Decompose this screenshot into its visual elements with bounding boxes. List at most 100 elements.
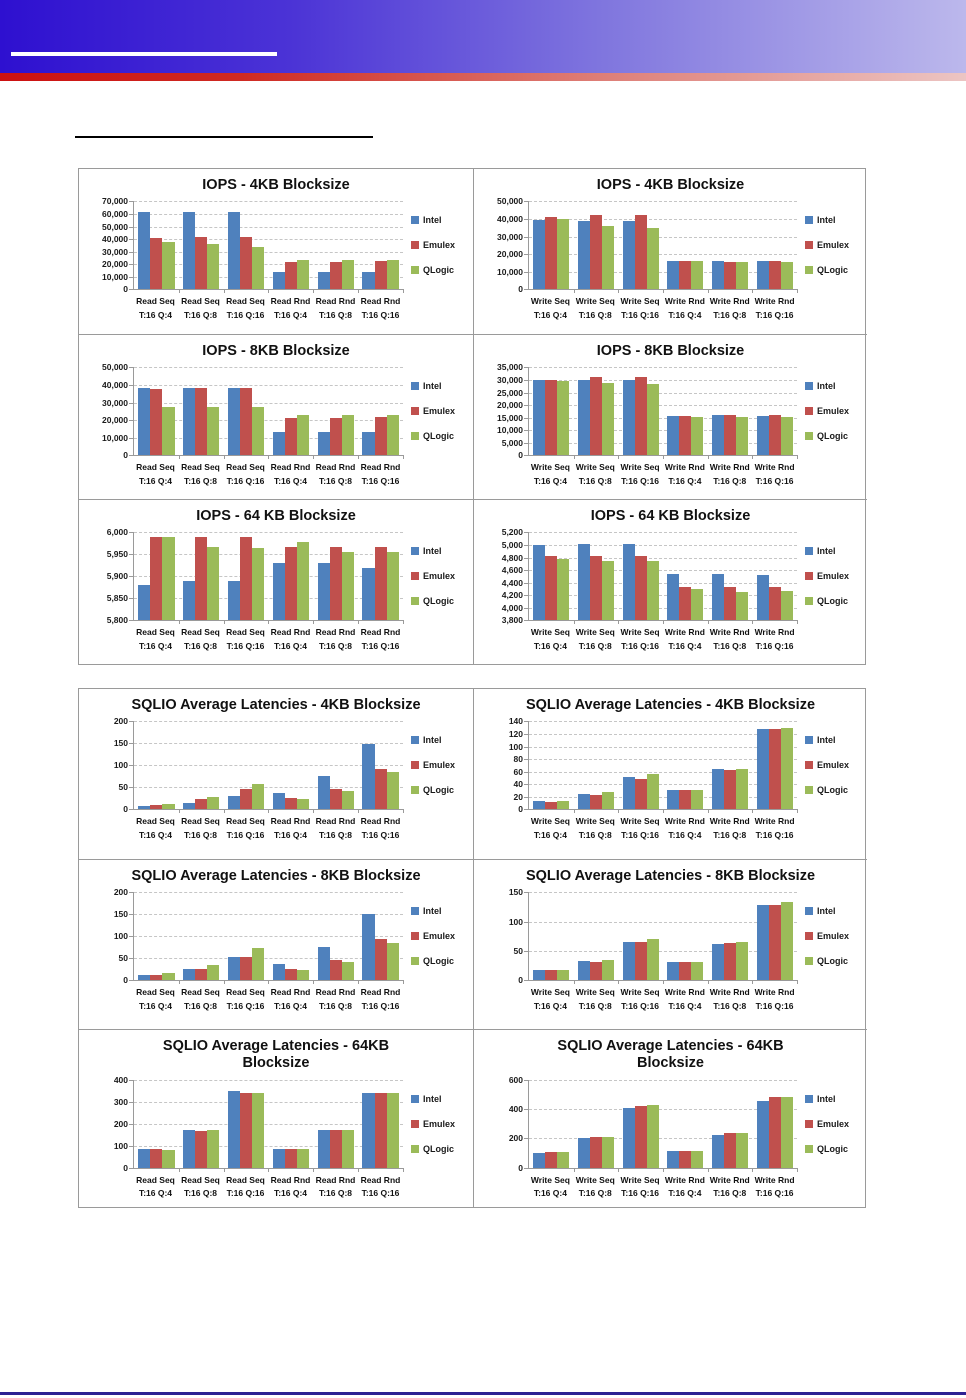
y-axis-tick-label: 40,000 <box>102 234 128 245</box>
bar-qlogic <box>296 970 310 981</box>
bar-qlogic <box>162 803 175 810</box>
bar-intel <box>622 380 635 456</box>
y-axis-tick-label: 60,000 <box>102 208 128 219</box>
y-axis-tick-label: 150 <box>113 738 128 749</box>
bar-emulex <box>768 904 781 981</box>
bar-qlogic <box>646 939 659 981</box>
legend-swatch-icon <box>805 572 813 581</box>
gridline <box>529 1138 797 1140</box>
bar-qlogic <box>296 542 310 621</box>
x-axis-category-label: Write Seq T:16 Q:4 <box>530 462 570 486</box>
legend-swatch-icon <box>411 597 419 606</box>
bar-qlogic <box>162 406 175 456</box>
bar-intel <box>227 211 241 290</box>
chart-legend: Intel Emulex QLogic <box>797 892 859 980</box>
y-axis-tick <box>129 213 133 215</box>
bar-qlogic <box>252 247 265 290</box>
bar-group <box>752 201 798 294</box>
bar-qlogic <box>736 261 749 290</box>
gridline <box>529 201 797 203</box>
y-axis-tick-label: 25,000 <box>497 387 523 398</box>
x-axis-category-label: Read Rnd T:16 Q:16 <box>360 627 401 651</box>
bar-intel <box>577 1138 590 1168</box>
bar-emulex <box>150 536 163 621</box>
chart-legend: Intel Emulex QLogic <box>797 367 859 455</box>
y-axis-tick <box>129 532 133 534</box>
bar-group <box>574 892 620 985</box>
gridline <box>529 254 797 256</box>
bar-emulex <box>679 261 692 290</box>
legend-swatch-icon <box>805 547 813 556</box>
legend-item: Intel <box>805 546 859 556</box>
legend-item: QLogic <box>805 431 859 441</box>
gridline <box>529 892 797 894</box>
plot-area <box>528 721 798 814</box>
legend-swatch-icon <box>411 266 419 275</box>
bar-group <box>224 201 270 294</box>
y-axis: 5,800 5,850 5,900 5,950 6,000 <box>87 527 133 625</box>
legend-swatch-icon <box>411 1144 419 1153</box>
y-axis-tick-label: 140 <box>508 716 523 727</box>
bar-intel <box>138 806 151 810</box>
legend-swatch-icon <box>805 407 813 416</box>
bar-group <box>574 1080 620 1172</box>
bar-intel <box>362 431 375 456</box>
y-axis-tick <box>129 892 133 894</box>
chart-8: SQLIO Average Latencies - 8KB Blocksize 0… <box>79 859 473 1029</box>
bar-intel <box>183 580 196 621</box>
bar-group <box>663 721 709 814</box>
bar-intel <box>711 1134 724 1168</box>
bar-qlogic <box>386 259 399 290</box>
legend-item: Emulex <box>411 760 465 770</box>
bar-emulex <box>545 556 558 621</box>
bar-intel <box>711 769 724 810</box>
bar-qlogic <box>780 901 793 981</box>
x-axis-category-label: Write Seq T:16 Q:8 <box>575 462 615 486</box>
bar-emulex <box>679 415 692 456</box>
y-axis-tick-label: 4,200 <box>501 590 523 601</box>
bar-emulex <box>150 388 163 456</box>
bar-group <box>268 201 315 294</box>
gridline <box>134 743 403 745</box>
x-axis-category-label: Read Seq T:16 Q:16 <box>226 816 265 840</box>
chart-legend: Intel Emulex QLogic <box>797 721 859 809</box>
y-axis-tick <box>524 784 528 786</box>
y-axis-tick-label: 0 <box>123 975 128 986</box>
y-axis-tick-label: 6,000 <box>106 527 128 538</box>
iops-chart-table: IOPS - 4KB Blocksize 0 10,000 20,000 30,000 4… <box>78 168 867 665</box>
bar-emulex <box>240 388 253 456</box>
bar-group <box>708 201 754 294</box>
bar-qlogic <box>602 792 615 810</box>
y-axis-tick <box>524 595 528 597</box>
y-axis-tick-label: 0 <box>123 1162 128 1173</box>
bar-qlogic <box>252 407 265 456</box>
y-axis-tick-label: 40,000 <box>102 379 128 390</box>
legend-item: Intel <box>805 215 859 225</box>
bar-emulex <box>589 961 603 981</box>
legend-label: Emulex <box>423 406 456 417</box>
x-axis-category-label: Write Seq T:16 Q:8 <box>575 296 615 320</box>
plot-area <box>133 201 404 294</box>
x-axis-category-label: Write Seq T:16 Q:8 <box>575 627 615 651</box>
legend-swatch-icon <box>805 932 813 941</box>
gridline <box>134 1079 403 1081</box>
bar-qlogic <box>341 414 354 456</box>
x-axis-category-label: Write Rnd T:16 Q:16 <box>754 627 795 651</box>
gridline <box>529 1079 797 1081</box>
bar-intel <box>317 431 330 456</box>
bar-qlogic <box>736 1133 749 1168</box>
y-axis-tick <box>524 1079 528 1081</box>
bar-emulex <box>374 546 387 621</box>
bar-group <box>752 892 798 985</box>
legend-item: Emulex <box>411 931 465 941</box>
legend-swatch-icon <box>411 216 419 225</box>
legend-item: Intel <box>411 215 465 225</box>
x-axis-category-label: Read Seq T:16 Q:16 <box>226 1174 265 1198</box>
chart-1: IOPS - 4KB Blocksize 0 10,000 20,000 30,000 4… <box>473 169 867 334</box>
bar-qlogic <box>557 969 570 981</box>
plot-area <box>133 892 404 985</box>
y-axis-tick-label: 10,000 <box>102 271 128 282</box>
bar-group <box>224 721 270 814</box>
gridline <box>529 218 797 220</box>
plot-area <box>133 367 404 460</box>
